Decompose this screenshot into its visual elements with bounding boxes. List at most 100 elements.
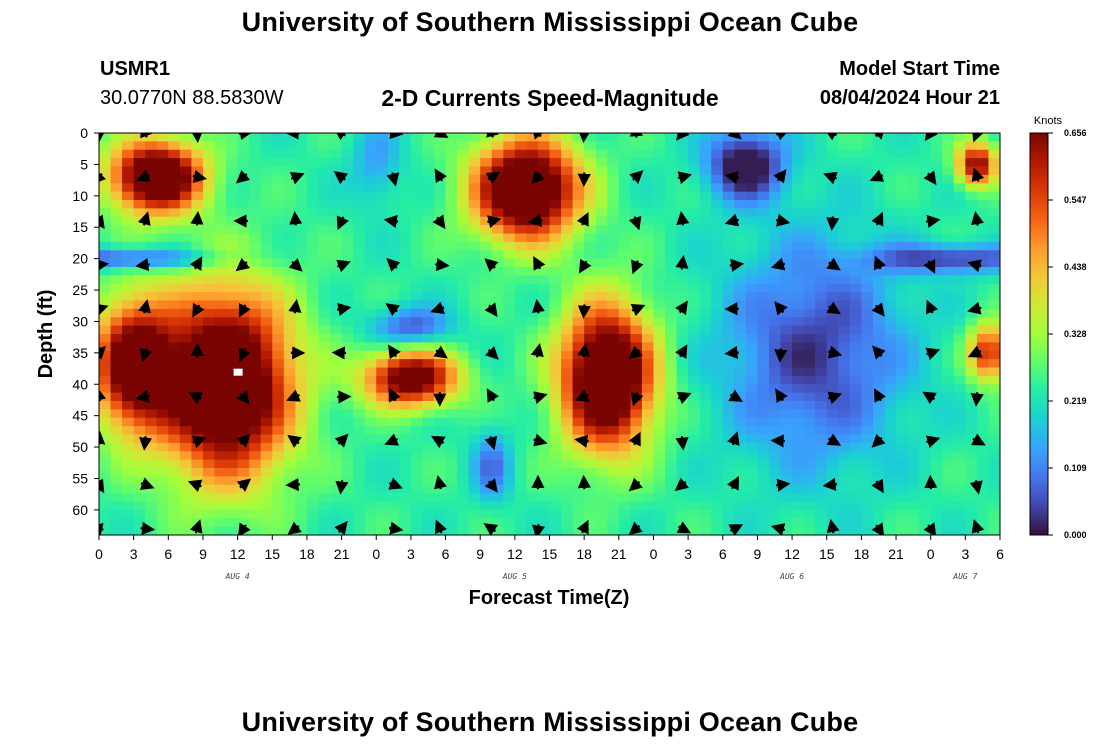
heatmap-cell [99,275,112,285]
heatmap-cell [780,275,793,285]
heatmap-cell [480,493,493,503]
heatmap-cell [272,484,285,494]
heatmap-cell [907,426,920,436]
heatmap-cell [988,334,1000,343]
heatmap-cell [341,442,354,452]
heatmap-cell [803,350,816,360]
heatmap-cell [699,350,712,360]
heatmap-cell [226,350,239,360]
heatmap-cell [318,308,331,318]
heatmap-cell [595,325,608,335]
heatmap-cell [537,468,551,477]
heatmap-cell [976,442,990,452]
heatmap-cell [526,518,539,528]
heatmap-cell [584,375,597,385]
heatmap-cell [815,317,828,327]
heatmap-cell [618,166,631,176]
heatmap-cell [711,141,724,151]
heatmap-cell [110,392,123,402]
current-vector-arrow [433,133,449,138]
current-vector-arrow [139,477,155,490]
heatmap-cell [249,484,262,494]
heatmap-cell [768,434,782,444]
heatmap-cell [595,493,608,503]
heatmap-cell [249,401,262,410]
heatmap-cell [815,350,828,360]
heatmap-cell [260,342,273,352]
heatmap-cell [457,141,470,151]
heatmap-cell [491,149,504,159]
heatmap-cell [249,174,262,184]
heatmap-cell [214,401,227,410]
heatmap-cell [549,342,562,352]
heatmap-cell [110,208,123,218]
heatmap-cell [491,501,504,511]
heatmap-cell [110,518,123,528]
heatmap-cell [191,225,204,235]
heatmap-cell [630,426,643,436]
heatmap-cell [768,468,782,477]
heatmap-cell [168,468,181,477]
heatmap-cell [607,275,620,285]
heatmap-cell [757,225,770,235]
colorbar-tick-label: 0.438 [1064,262,1087,272]
heatmap-cell [884,434,897,444]
heatmap-cell [260,200,273,209]
heatmap-cell [457,241,470,251]
heatmap-cell [526,501,539,511]
heatmap-cell [907,417,920,427]
heatmap-cell [595,451,608,461]
heatmap-cell [272,275,285,285]
heatmap-cell [249,141,262,151]
heatmap-cell [468,241,481,251]
heatmap-cell [734,375,747,385]
heatmap-cell [988,451,1000,461]
heatmap-cell [757,375,770,385]
current-vector-arrow [386,258,401,272]
heatmap-cell [595,174,608,184]
heatmap-cell [930,267,943,276]
footer-title: University of Southern Mississippi Ocean… [241,707,859,737]
heatmap-cell [364,359,377,369]
heatmap-cell [491,283,504,293]
heatmap-cell [676,375,689,385]
heatmap-cell [283,174,296,184]
heatmap-cell [595,509,608,519]
heatmap-cell [722,426,735,436]
heatmap-cell [179,250,193,260]
heatmap-cell [168,375,181,385]
heatmap-cell [526,325,539,335]
heatmap-cell [930,275,943,285]
current-vector-arrow [191,435,207,449]
heatmap-cell [168,191,181,201]
heatmap-cell [387,208,400,218]
heatmap-cell [757,484,770,494]
heatmap-cell [884,459,897,469]
heatmap-cell [872,468,886,477]
heatmap-cell [110,451,123,461]
heatmap-cell [480,442,493,452]
heatmap-cell [491,158,504,168]
heatmap-cell [237,166,250,176]
current-vector-arrow [925,347,941,361]
heatmap-cell [665,141,678,151]
heatmap-cell [942,225,955,235]
heatmap-cell [792,359,805,369]
heatmap-cell [907,367,920,377]
heatmap-cell [711,468,724,477]
heatmap-cell [896,250,909,260]
heatmap-cell [410,375,424,385]
heatmap-cell [584,509,597,519]
heatmap-cell [584,451,597,461]
heatmap-cell [330,442,343,452]
heatmap-cell [907,359,920,369]
heatmap-cell [226,300,239,310]
heatmap-cell [133,367,146,377]
heatmap-cell [722,133,735,142]
heatmap-cell [237,158,250,168]
heatmap-cell [815,191,828,201]
heatmap-cell [410,317,424,327]
heatmap-cell [676,141,689,151]
heatmap-cell [757,526,770,535]
